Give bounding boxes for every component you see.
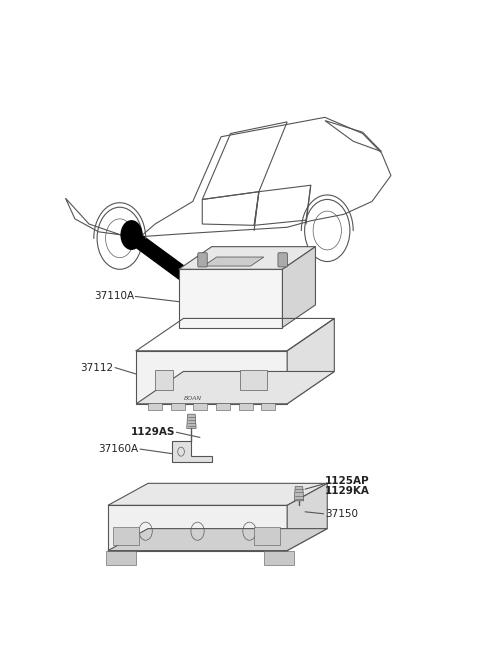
Polygon shape bbox=[282, 247, 315, 328]
Polygon shape bbox=[294, 487, 304, 501]
Polygon shape bbox=[204, 257, 264, 266]
Bar bbox=[216, 403, 230, 410]
Polygon shape bbox=[136, 351, 287, 403]
Text: 37150: 37150 bbox=[325, 509, 358, 519]
FancyBboxPatch shape bbox=[278, 253, 288, 267]
Polygon shape bbox=[108, 529, 327, 551]
Bar bbox=[254, 527, 280, 546]
Polygon shape bbox=[287, 483, 327, 551]
Text: 1129AS: 1129AS bbox=[131, 427, 175, 438]
Polygon shape bbox=[179, 269, 282, 328]
Bar bbox=[155, 370, 173, 390]
Polygon shape bbox=[179, 247, 315, 269]
Bar bbox=[264, 551, 294, 565]
Polygon shape bbox=[287, 318, 335, 403]
Text: 37110A: 37110A bbox=[94, 291, 134, 301]
Text: BOAN: BOAN bbox=[184, 396, 202, 401]
Bar bbox=[261, 403, 276, 410]
Text: 1129KA: 1129KA bbox=[325, 486, 370, 496]
Text: 37112: 37112 bbox=[81, 363, 114, 373]
Bar bbox=[113, 527, 139, 546]
Polygon shape bbox=[108, 483, 327, 506]
Bar bbox=[240, 370, 267, 390]
Polygon shape bbox=[172, 441, 212, 462]
Bar bbox=[106, 551, 136, 565]
Bar bbox=[193, 403, 207, 410]
FancyBboxPatch shape bbox=[198, 253, 207, 267]
Bar bbox=[239, 403, 253, 410]
Bar bbox=[148, 403, 162, 410]
Polygon shape bbox=[187, 414, 196, 428]
Polygon shape bbox=[136, 371, 335, 403]
Bar bbox=[171, 403, 185, 410]
Circle shape bbox=[121, 221, 142, 250]
Text: 1125AP: 1125AP bbox=[325, 476, 370, 486]
Polygon shape bbox=[131, 232, 200, 290]
Polygon shape bbox=[108, 506, 287, 551]
Text: 37160A: 37160A bbox=[98, 444, 139, 454]
